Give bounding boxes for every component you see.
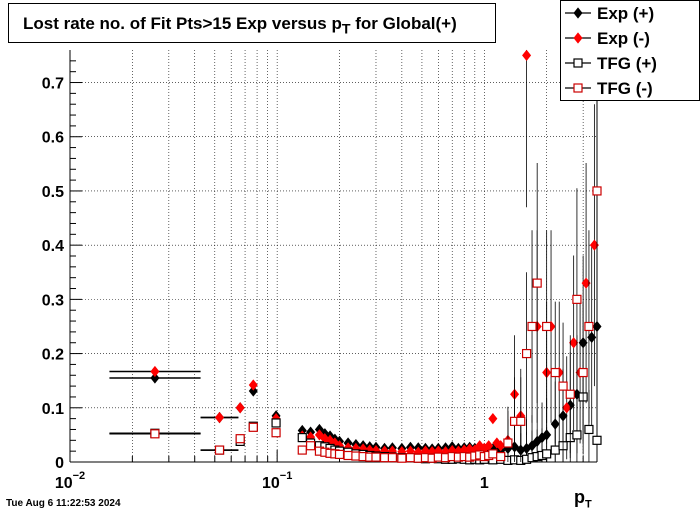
data-point <box>542 321 552 332</box>
legend-label: TFG (-) <box>597 79 653 98</box>
data-point <box>214 445 225 455</box>
legend-entry: Exp (+) <box>565 4 654 23</box>
y-tick-label: 0.7 <box>42 76 64 93</box>
data-point <box>271 428 281 438</box>
legend: Exp (+) Exp (-) TFG (+) TFG (-) <box>560 0 700 101</box>
title-subscript: T <box>341 21 351 38</box>
y-tick-label: 0.3 <box>42 292 64 309</box>
x-tick-label: 10−1 <box>262 470 292 492</box>
y-tick-label: 0 <box>55 455 64 472</box>
data-point <box>532 278 542 288</box>
data-point <box>562 402 572 414</box>
series-exp <box>109 49 599 462</box>
data-point <box>565 389 575 399</box>
data-point <box>150 372 160 384</box>
data-point <box>569 337 579 349</box>
title-tail: for Global(+) <box>350 14 457 33</box>
legend-label: Exp (-) <box>597 29 650 48</box>
data-point <box>522 49 532 62</box>
data-point <box>248 385 258 397</box>
data-point <box>150 365 160 378</box>
legend-marker <box>573 83 583 93</box>
data-point <box>488 449 498 459</box>
legend-marker <box>573 58 583 68</box>
y-tick-label: 0.5 <box>42 184 64 201</box>
grid <box>69 50 597 463</box>
data-point <box>542 449 552 459</box>
data-point <box>235 434 245 444</box>
data-point <box>550 445 560 455</box>
y-tick-label: 0.4 <box>42 238 64 255</box>
data-point <box>305 441 316 451</box>
title-text: Lost rate no. of Fit Pts>15 Exp versus p <box>23 14 342 33</box>
legend-marker <box>573 32 583 44</box>
data-point <box>379 453 390 463</box>
data-point <box>592 435 602 445</box>
data-point <box>343 450 353 461</box>
data-point <box>297 433 307 443</box>
series-exp <box>109 230 602 462</box>
data-point <box>584 321 594 332</box>
data-point <box>516 416 526 426</box>
x-axis-label-main: p <box>574 487 585 507</box>
data-point <box>334 449 345 460</box>
x-tick-label: 10−2 <box>55 470 85 492</box>
legend-label: TFG (+) <box>597 54 657 73</box>
legend-label: Exp (+) <box>597 4 654 23</box>
data-point <box>387 453 397 463</box>
data-point <box>271 418 281 428</box>
data-point <box>405 453 416 463</box>
y-tick-label: 0.6 <box>42 130 64 147</box>
data-point <box>572 430 582 440</box>
legend-marker <box>573 7 583 19</box>
x-tick-label: 1 <box>480 475 489 492</box>
data-point <box>371 452 381 462</box>
data-point <box>235 402 245 414</box>
data-point <box>248 422 258 432</box>
y-tick-label: 0.1 <box>42 401 64 418</box>
data-point <box>150 429 160 439</box>
legend-entries: Exp (+) Exp (-) TFG (+) TFG (-) <box>565 4 657 98</box>
data-point <box>521 348 532 359</box>
data-point <box>558 381 568 391</box>
data-point <box>488 412 498 425</box>
data-point <box>496 451 506 462</box>
legend-entry: TFG (+) <box>565 54 657 73</box>
title-box: Lost rate no. of Fit Pts>15 Exp versus p… <box>8 3 496 43</box>
data-point <box>592 186 602 196</box>
x-axis-label-sub: T <box>585 498 592 511</box>
x-axis-label: pT <box>574 487 592 511</box>
data-point <box>527 321 537 332</box>
data-point <box>215 411 225 424</box>
legend-entry: TFG (-) <box>565 79 653 98</box>
data-marks <box>109 49 602 465</box>
data-point <box>397 453 407 463</box>
data-point <box>297 445 307 455</box>
data-point <box>572 294 582 304</box>
y-tick-label: 0.2 <box>42 347 64 364</box>
data-point <box>550 367 560 378</box>
legend-entry: Exp (-) <box>565 29 650 48</box>
data-point <box>248 379 258 391</box>
chart-title: Lost rate no. of Fit Pts>15 Exp versus p… <box>23 14 457 37</box>
series-tfg <box>109 50 602 463</box>
data-point <box>503 438 513 448</box>
timestamp: Tue Aug 6 11:22:53 2024 <box>6 498 121 509</box>
data-point <box>584 424 594 435</box>
data-point <box>578 367 588 378</box>
